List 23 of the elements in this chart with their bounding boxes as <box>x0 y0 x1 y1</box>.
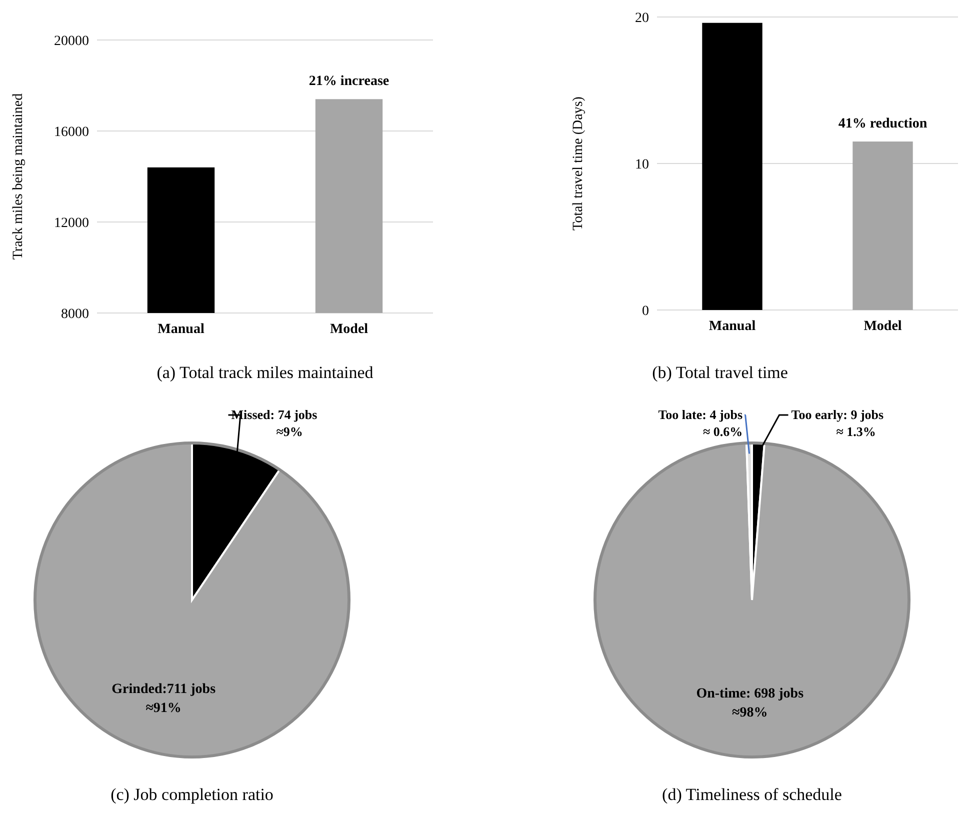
y-tick-label: 0 <box>642 304 649 319</box>
text: (b) Total travel time <box>652 363 788 382</box>
y-tick-label: 20 <box>635 10 649 26</box>
text: (a) Total track miles maintained <box>156 363 374 382</box>
data-label: Too late: 4 jobs ≈ 0.6% <box>658 407 743 439</box>
text: (c) Job completion ratio <box>110 785 274 804</box>
annotation: 41% reduction <box>838 116 928 132</box>
x-tick-label: Manual <box>708 319 756 334</box>
y-axis-title: Total travel time (Days) <box>571 96 586 230</box>
data-label: Too early: 9 jobs ≈ 1.3% <box>791 407 884 439</box>
x-tick-label: Model <box>864 319 902 334</box>
text: (d) Timeliness of schedule <box>662 785 842 804</box>
data-label: On-time: 698 jobs ≈98% <box>696 686 804 720</box>
y-tick-label: 16000 <box>54 124 89 140</box>
y-tick-label: 8000 <box>61 306 89 322</box>
y-tick-label: 12000 <box>54 216 89 231</box>
y-axis-title: Track miles being maintained <box>11 93 26 260</box>
y-tick-label: 10 <box>635 157 649 172</box>
data-label: Grinded:711 jobs ≈91% <box>112 682 216 716</box>
x-tick-label: Manual <box>158 322 204 337</box>
x-tick-label: Model <box>330 322 368 337</box>
y-tick-label: 20000 <box>54 34 89 49</box>
annotation: 21% increase <box>308 74 390 90</box>
